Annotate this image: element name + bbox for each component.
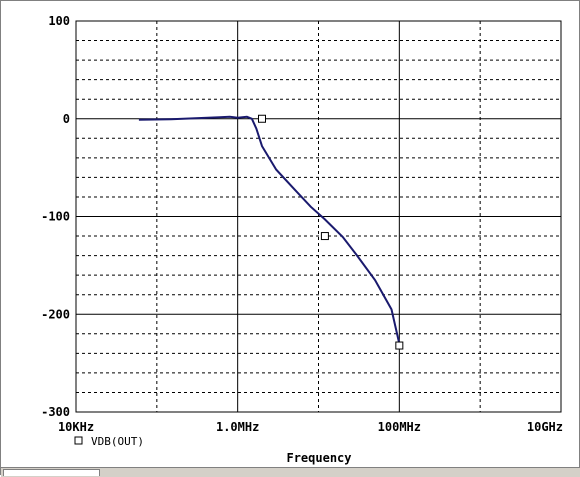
y-tick-label: -200 — [41, 307, 70, 321]
x-axis-title: Frequency — [286, 451, 351, 465]
grid-lines — [76, 21, 561, 412]
data-marker — [320, 232, 329, 241]
x-tick-label: 10GHz — [527, 420, 563, 434]
series-markers — [257, 114, 404, 350]
status-strip — [1, 467, 580, 477]
data-marker — [257, 114, 266, 123]
y-tick-label: -300 — [41, 405, 70, 419]
legend-marker-icon — [74, 436, 83, 445]
x-tick-label: 1.0MHz — [216, 420, 259, 434]
y-tick-label: 0 — [63, 112, 70, 126]
y-tick-label: 100 — [48, 14, 70, 28]
plot-tab[interactable] — [3, 469, 100, 476]
x-tick-label: 10KHz — [58, 420, 94, 434]
y-tick-label: -100 — [41, 210, 70, 224]
data-marker — [395, 341, 404, 350]
series-line-vdb-out — [138, 115, 401, 344]
x-tick-label: 100MHz — [378, 420, 421, 434]
legend-label: VDB(OUT) — [91, 435, 144, 448]
